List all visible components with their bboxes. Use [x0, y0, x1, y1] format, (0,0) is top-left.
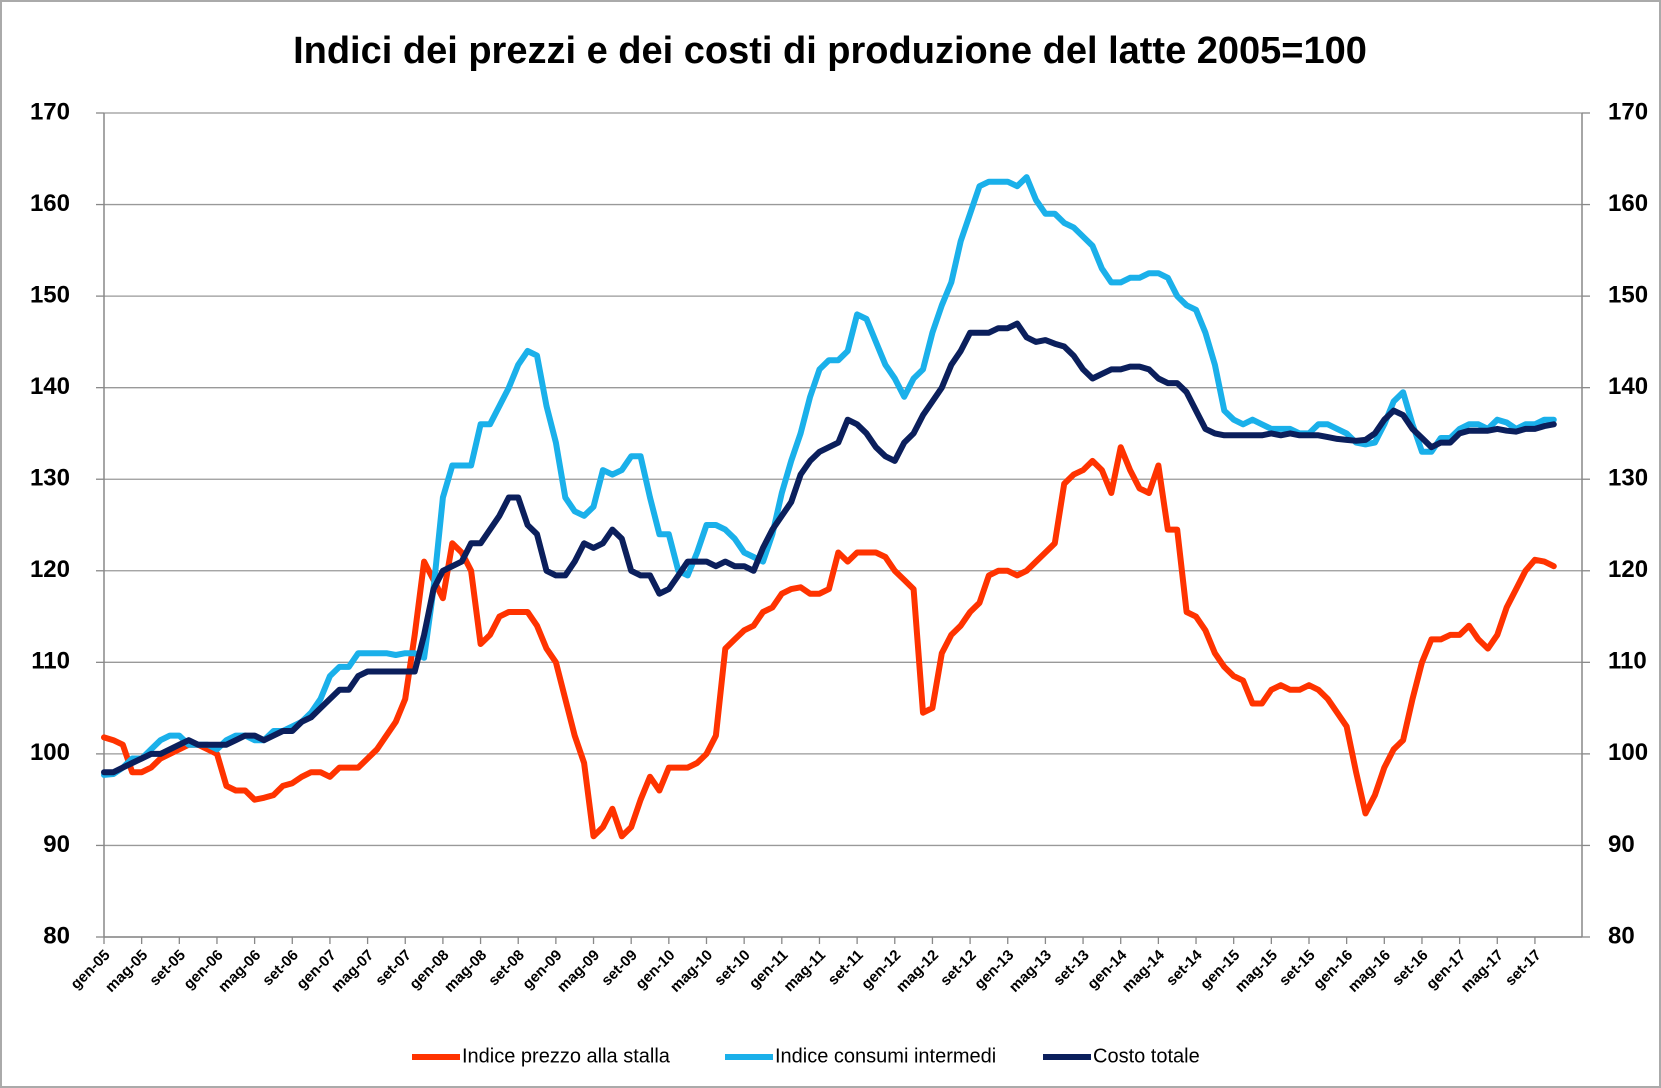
y-tick-label: 150 — [30, 281, 70, 308]
legend-label: Costo totale — [1093, 1045, 1200, 1067]
y2-tick-label: 140 — [1608, 373, 1648, 400]
chart-title: Indici dei prezzi e dei costi di produzi… — [293, 30, 1367, 72]
y-tick-label: 130 — [30, 465, 70, 492]
y2-tick-label: 100 — [1608, 739, 1648, 766]
series-line — [101, 320, 1557, 776]
legend-label: Indice consumi intermedi — [775, 1045, 996, 1067]
y-tick-label: 110 — [31, 648, 70, 675]
y2-tick-label: 120 — [1608, 556, 1648, 583]
y-tick-label: 100 — [30, 739, 70, 766]
y2-tick-label: 170 — [1608, 98, 1648, 125]
series-line — [101, 444, 1557, 840]
y2-tick-label: 160 — [1608, 190, 1648, 217]
series-line — [101, 174, 1557, 778]
y2-tick-label: 150 — [1608, 281, 1648, 308]
y-tick-label: 90 — [43, 831, 70, 858]
legend-label: Indice prezzo alla stalla — [462, 1045, 671, 1067]
y-tick-label: 140 — [30, 373, 70, 400]
y-tick-label: 80 — [43, 922, 70, 949]
y-tick-label: 170 — [30, 98, 70, 125]
y2-tick-label: 90 — [1608, 831, 1635, 858]
y2-tick-label: 130 — [1608, 465, 1648, 492]
y2-tick-label: 80 — [1608, 922, 1635, 949]
y-tick-label: 160 — [30, 190, 70, 217]
y2-tick-label: 110 — [1608, 648, 1647, 675]
y-tick-label: 120 — [30, 556, 70, 583]
